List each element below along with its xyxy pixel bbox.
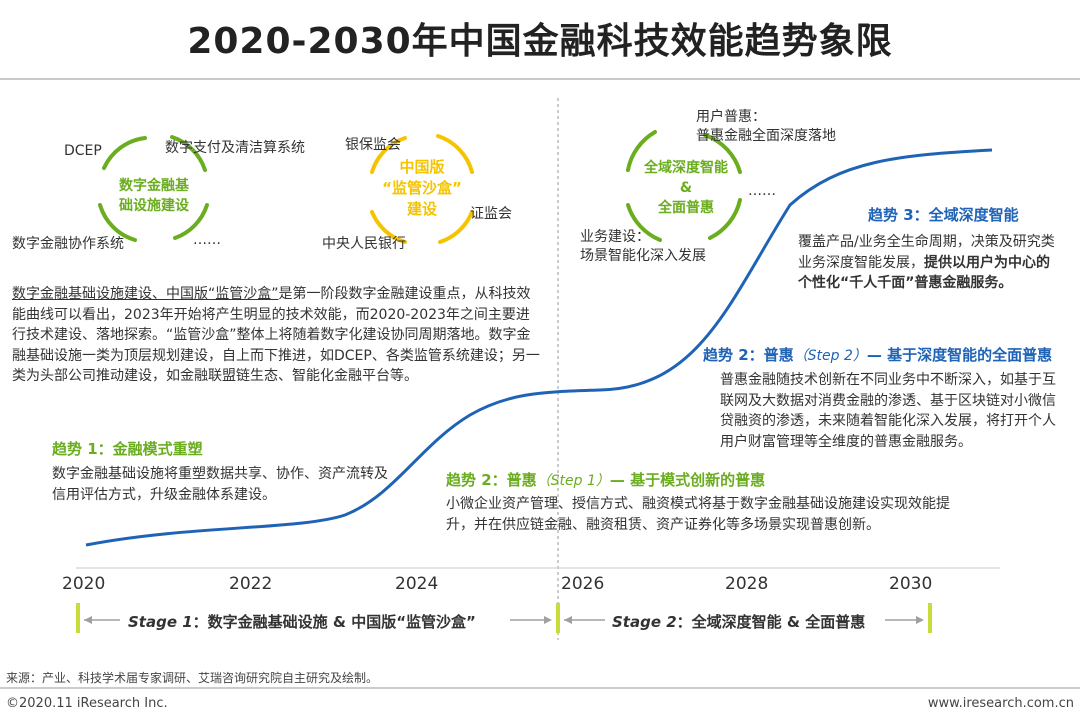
sandbox-line2: “监管沙盒” (382, 179, 462, 197)
trend3-body-bold: 提供以用户为中心的个性化“千人千面”普惠金融服务。 (798, 254, 1050, 292)
trend3-body-plain: 覆盖产品/业务全生命周期，决策及研究类业务深度智能发展， (798, 234, 1055, 271)
business-build-title: 业务建设： (580, 229, 650, 245)
sandbox-line3: 建设 (406, 200, 437, 218)
business-build-label: 业务建设： 场景智能化深入发展 (580, 228, 706, 266)
stage1-label: Stage 1：数字金融基础设施 & 中国版“监管沙盒” (128, 611, 476, 632)
infrastructure-line2: 础设施建设 (119, 198, 189, 214)
trend2-step1-heading: 趋势 2：普惠（Step 1）— 基于模式创新的普惠 (446, 469, 765, 490)
stage2-arrow (564, 616, 924, 624)
sandbox-line1: 中国版 (399, 158, 445, 176)
year-2024: 2024 (395, 574, 439, 594)
stage1-start-marker (76, 603, 80, 633)
stage1-arrow (84, 616, 552, 624)
trend3-body: 覆盖产品/业务全生命周期，决策及研究类业务深度智能发展，提供以用户为中心的个性化… (798, 232, 1060, 294)
source-note: 来源：产业、科技学术届专家调研、艾瑞咨询研究院自主研究及绘制。 (6, 671, 379, 685)
stage2-label-text: ：全域深度智能 & 全面普惠 (676, 613, 866, 631)
intelligence-circle (626, 130, 742, 242)
intelligence-circle-label: 全域深度智能 & 全面普惠 (636, 158, 736, 218)
year-2030: 2030 (889, 574, 933, 594)
pboc-label: 中央人民银行 (322, 236, 406, 252)
trend2-step1-body: 小微企业资产管理、授信方式、融资模式将基于数字金融基础设施建设实现效能提升，并在… (446, 496, 950, 533)
trend1-body: 数字金融基础设施将重塑数据共享、协作、资产流转及信用评估方式，升级金融体系建设。 (52, 466, 388, 503)
payment-system-label: 数字支付及清洁算系统 (165, 140, 305, 156)
user-inclusion-title: 用户普惠： (696, 109, 766, 125)
copyright: ©2020.11 iResearch Inc. (6, 696, 168, 711)
stage2-end-marker (928, 603, 932, 633)
user-inclusion-text: 普惠金融全面深度落地 (696, 128, 836, 144)
trend2-step1-step: （Step 1） (536, 473, 610, 489)
infrastructure-circle (98, 135, 209, 242)
trend2-step2-suffix: — 基于深度智能的全面普惠 (866, 346, 1053, 364)
stage1-description-body: 是第一阶段数字金融建设重点，从科技效能曲线可以看出，2023年开始将产生明显的技… (12, 286, 540, 384)
left-ellipsis: …… (193, 232, 221, 248)
infrastructure-circle-label: 数字金融基 础设施建设 (104, 176, 204, 216)
trend2-step2-prefix: 趋势 2：普惠 (703, 346, 794, 364)
dcep-label: DCEP (64, 143, 102, 159)
sandbox-circle-label: 中国版 “监管沙盒” 建设 (372, 157, 472, 220)
website-link[interactable]: www.iresearch.com.cn (927, 696, 1074, 711)
trend2-step1-prefix: 趋势 2：普惠 (446, 471, 537, 489)
stage1-description: 数字金融基础设施建设、中国版“监管沙盒”是第一阶段数字金融建设重点，从科技效能曲… (12, 284, 540, 387)
business-build-text: 场景智能化深入发展 (580, 248, 706, 264)
cbirc-label: 银保监会 (345, 137, 401, 153)
sandbox-circle (370, 134, 474, 244)
collab-system-label: 数字金融协作系统 (12, 236, 124, 252)
trend3-heading: 趋势 3：全域深度智能 (868, 206, 1019, 224)
trend2-step2-body: 普惠金融随技术创新在不同业务中不断深入，如基于互联网及大数据对消费金融的渗透、基… (720, 372, 1056, 450)
trend2-step2-heading: 趋势 2：普惠（Step 2）— 基于深度智能的全面普惠 (703, 344, 1052, 365)
title-divider (0, 78, 1080, 80)
infrastructure-line1: 数字金融基 (119, 178, 189, 194)
trend2-step1-suffix: — 基于模式创新的普惠 (609, 471, 766, 489)
user-inclusion-label: 用户普惠： 普惠金融全面深度落地 (696, 108, 836, 146)
intelligence-line3: 全面普惠 (658, 200, 714, 216)
stage1-description-highlight: 数字金融基础设施建设、中国版“监管沙盒” (12, 286, 279, 302)
stage2-label: Stage 2：全域深度智能 & 全面普惠 (612, 611, 865, 632)
intelligence-line1: 全域深度智能 (644, 160, 728, 176)
year-2028: 2028 (725, 574, 769, 594)
intelligence-line2: & (679, 180, 693, 196)
stage2-label-name: Stage 2 (612, 613, 677, 631)
csrc-label: 证监会 (470, 206, 512, 222)
stage-split-marker (556, 603, 560, 633)
page-title: 2020-2030年中国金融科技效能趋势象限 (187, 21, 893, 62)
right-ellipsis: …… (748, 183, 776, 199)
efficiency-curve (85, 148, 993, 547)
trend1-heading: 趋势 1：金融模式重塑 (52, 440, 203, 458)
year-2020: 2020 (62, 574, 106, 594)
stage1-label-text: ：数字金融基础设施 & 中国版“监管沙盒” (192, 613, 476, 631)
year-2022: 2022 (229, 574, 273, 594)
year-2026: 2026 (561, 574, 605, 594)
trend2-step2-step: （Step 2） (793, 348, 867, 364)
stage1-label-name: Stage 1 (128, 613, 193, 631)
